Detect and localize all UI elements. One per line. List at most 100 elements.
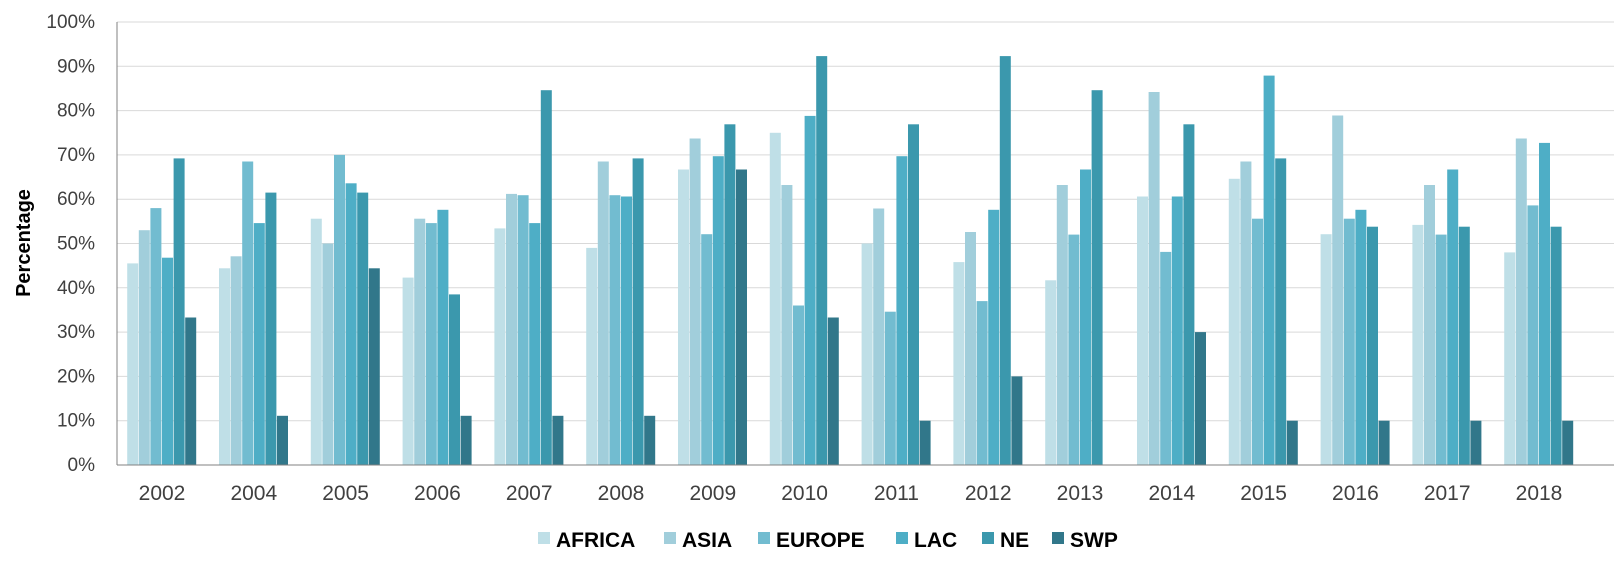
bar-europe-2009: [701, 234, 713, 465]
bar-asia-2006: [414, 218, 426, 465]
bar-asia-2005: [322, 243, 334, 465]
bar-swp-2005: [368, 268, 380, 465]
bar-africa-2016: [1320, 234, 1332, 465]
x-tick-label: 2009: [689, 482, 736, 505]
y-tick-label: 40%: [57, 278, 95, 299]
bar-europe-2005: [334, 154, 345, 465]
bar-europe-2016: [1343, 218, 1355, 465]
bar-africa-2010: [769, 132, 781, 466]
bar-europe-2018: [1527, 205, 1539, 465]
x-tick-label: 2015: [1240, 482, 1287, 505]
bar-africa-2004: [219, 268, 230, 465]
bar-ne-2002: [173, 158, 185, 465]
bar-lac-2014: [1171, 196, 1183, 465]
bar-ne-2007: [540, 90, 552, 465]
bar-swp-2002: [185, 317, 197, 465]
bar-lac-2004: [253, 223, 265, 465]
bar-asia-2017: [1424, 185, 1435, 465]
bar-lac-2016: [1355, 209, 1367, 465]
bar-africa-2007: [494, 228, 506, 465]
y-tick-label: 60%: [57, 189, 95, 210]
bar-ne-2010: [816, 56, 828, 465]
x-tick-label: 2011: [874, 482, 919, 505]
bar-ne-2016: [1367, 226, 1378, 465]
x-axis-category-labels: 2002 2004 2005 2006 2007 2008 2009 2010 2011 2012…: [139, 482, 1563, 505]
bar-africa-2009: [678, 169, 689, 465]
x-tick-label: 2007: [506, 482, 553, 505]
bar-lac-2015: [1263, 75, 1275, 465]
bar-ne-2012: [999, 56, 1011, 465]
legend-label-europe: EUROPE: [776, 529, 865, 552]
bar-lac-2009: [712, 156, 724, 465]
bar-europe-2011: [884, 311, 896, 465]
legend-swatch-africa: [538, 532, 550, 544]
bar-europe-2013: [1068, 234, 1080, 465]
y-tick-label: 30%: [57, 322, 95, 343]
bar-lac-2006: [437, 209, 449, 465]
bar-africa-2015: [1228, 178, 1240, 466]
x-tick-label: 2006: [414, 482, 461, 505]
bar-lac-2018: [1539, 142, 1550, 465]
bar-swp-2016: [1378, 420, 1390, 465]
legend-label-africa: AFRICA: [556, 529, 635, 552]
bar-lac-2005: [345, 183, 357, 466]
x-tick-label: 2014: [1148, 482, 1195, 505]
bar-asia-2018: [1515, 138, 1527, 465]
bar-lac-2017: [1447, 169, 1459, 465]
bar-africa-2014: [1137, 196, 1148, 465]
bar-asia-2013: [1056, 185, 1068, 465]
bar-africa-2002: [127, 263, 139, 465]
bar-lac-2008: [621, 196, 632, 465]
bar-swp-2010: [827, 317, 839, 465]
x-tick-label: 2013: [1057, 482, 1104, 505]
bar-ne-2011: [908, 124, 919, 466]
x-tick-label: 2012: [965, 482, 1012, 505]
legend-swatch-asia: [664, 532, 676, 544]
bar-europe-2015: [1252, 218, 1263, 465]
bar-asia-2008: [597, 161, 609, 465]
y-tick-label: 100%: [46, 12, 95, 33]
bar-africa-2017: [1412, 224, 1424, 465]
bar-lac-2002: [162, 257, 173, 465]
bar-europe-2014: [1160, 251, 1172, 465]
legend-swatch-lac: [896, 532, 908, 544]
bar-ne-2015: [1275, 158, 1287, 465]
bar-asia-2014: [1148, 92, 1160, 465]
axes: [116, 22, 1614, 466]
bar-swp-2018: [1562, 420, 1574, 465]
x-tick-label: 2002: [139, 482, 186, 505]
bar-africa-2011: [861, 243, 873, 465]
bar-swp-2011: [919, 420, 931, 465]
bar-lac-2007: [529, 223, 541, 465]
bar-swp-2012: [1011, 376, 1023, 465]
legend-swatch-ne: [982, 532, 994, 544]
bar-africa-2006: [402, 277, 414, 465]
bar-africa-2013: [1045, 280, 1057, 465]
bar-swp-2006: [460, 415, 472, 465]
legend-label-swp: SWP: [1070, 529, 1118, 552]
bar-ne-2004: [265, 192, 277, 465]
bar-africa-2012: [953, 262, 965, 465]
legend: AFRICA ASIA EUROPE LAC NE SWP: [538, 529, 1118, 552]
y-tick-label: 50%: [57, 234, 95, 255]
bar-swp-2015: [1286, 420, 1298, 465]
bar-lac-2013: [1080, 169, 1091, 465]
y-axis-title: Percentage: [13, 189, 35, 297]
y-tick-label: 10%: [57, 411, 95, 432]
bar-ne-2008: [632, 158, 644, 465]
legend-label-ne: NE: [1000, 529, 1029, 552]
bar-europe-2006: [425, 223, 437, 465]
bar-ne-2013: [1091, 90, 1103, 465]
bar-asia-2016: [1332, 115, 1344, 465]
bar-africa-2005: [310, 218, 322, 465]
bar-ne-2009: [724, 124, 736, 466]
y-tick-label: 90%: [57, 56, 95, 77]
x-tick-label: 2005: [322, 482, 369, 505]
bars: [127, 56, 1574, 466]
bar-asia-2011: [873, 208, 885, 465]
bar-ne-2017: [1458, 226, 1470, 465]
legend-label-lac: LAC: [914, 529, 957, 552]
bar-lac-2010: [804, 115, 816, 466]
bar-asia-2002: [138, 230, 150, 465]
y-tick-label: 80%: [57, 101, 95, 122]
